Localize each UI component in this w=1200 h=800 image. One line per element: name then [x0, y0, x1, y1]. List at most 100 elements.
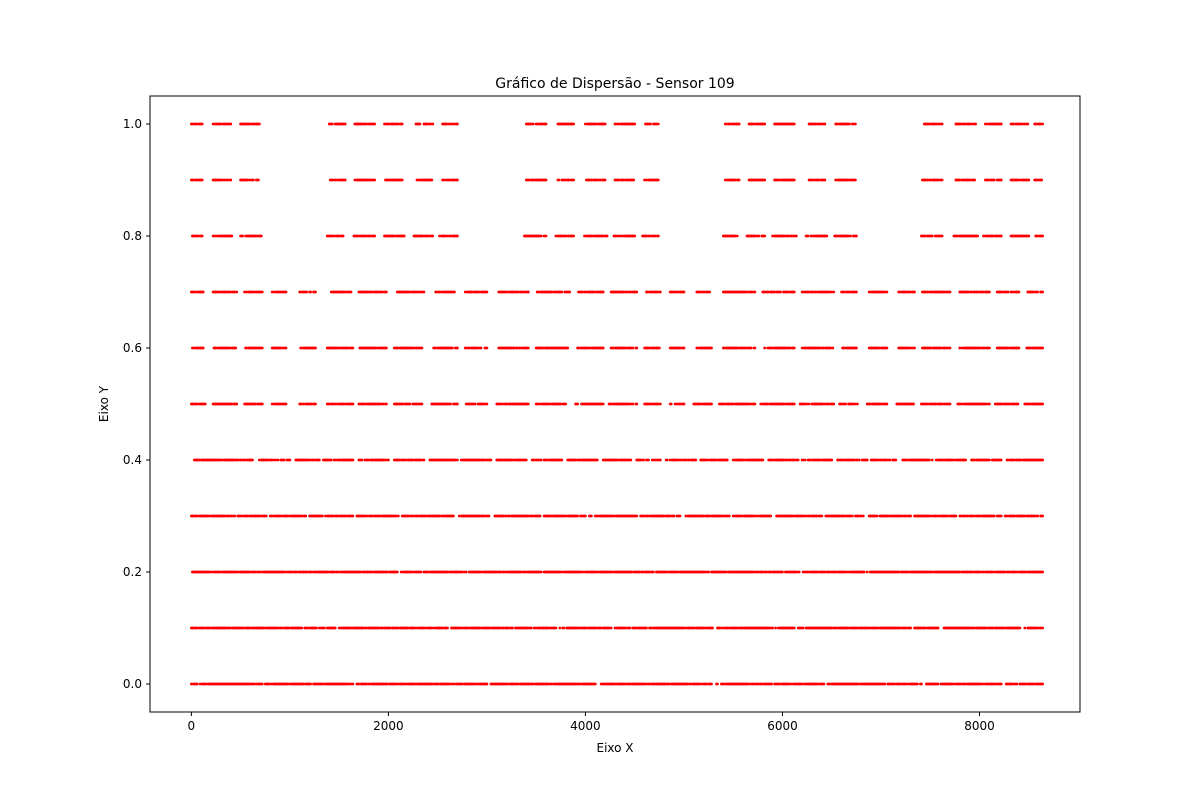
- data-point: [656, 234, 660, 238]
- data-point: [601, 346, 605, 350]
- data-point: [999, 178, 1003, 182]
- data-point: [1036, 234, 1039, 238]
- data-point: [753, 402, 757, 406]
- data-point: [385, 402, 388, 406]
- data-point: [194, 122, 198, 126]
- data-point: [1041, 234, 1044, 238]
- data-point: [832, 290, 836, 294]
- data-point: [572, 122, 575, 126]
- data-point: [631, 402, 635, 406]
- data-point: [948, 402, 952, 406]
- data-point: [305, 290, 308, 294]
- data-point: [830, 458, 834, 462]
- data-point: [733, 178, 737, 182]
- data-point: [259, 234, 263, 238]
- data-point: [456, 178, 459, 182]
- data-point: [203, 402, 207, 406]
- data-point: [823, 122, 827, 126]
- data-point: [999, 122, 1003, 126]
- data-point: [252, 178, 255, 182]
- data-point: [725, 458, 729, 462]
- data-point: [988, 346, 991, 350]
- data-point: [335, 178, 339, 182]
- data-point: [823, 178, 827, 182]
- series-level: [190, 402, 1044, 406]
- data-point: [442, 178, 445, 182]
- data-point: [402, 234, 406, 238]
- data-point: [479, 346, 483, 350]
- data-point: [230, 234, 234, 238]
- data-point: [431, 234, 435, 238]
- data-point: [992, 178, 996, 182]
- data-point: [672, 514, 676, 518]
- data-point: [925, 178, 929, 182]
- data-point: [603, 178, 607, 182]
- data-point: [707, 570, 710, 574]
- data-point: [299, 290, 303, 294]
- data-point: [252, 290, 255, 294]
- data-point: [280, 346, 284, 350]
- data-point: [584, 514, 587, 518]
- data-points: [190, 122, 1044, 686]
- data-point: [314, 290, 317, 294]
- data-point: [395, 570, 399, 574]
- data-point: [992, 514, 996, 518]
- data-point: [925, 290, 929, 294]
- data-point: [477, 290, 481, 294]
- data-point: [381, 290, 384, 294]
- data-point: [489, 458, 493, 462]
- data-point: [284, 346, 288, 350]
- data-point: [456, 122, 459, 126]
- data-point: [430, 178, 434, 182]
- data-point: [564, 402, 568, 406]
- data-point: [963, 122, 967, 126]
- data-point: [883, 290, 887, 294]
- data-point: [343, 178, 347, 182]
- data-point: [954, 514, 958, 518]
- data-point: [201, 290, 205, 294]
- data-point: [385, 290, 388, 294]
- data-point: [635, 290, 639, 294]
- data-point: [214, 346, 218, 350]
- data-point: [753, 290, 757, 294]
- data-point: [724, 122, 728, 126]
- data-point: [485, 290, 489, 294]
- data-point: [792, 178, 796, 182]
- data-point: [617, 178, 621, 182]
- data-point: [422, 458, 426, 462]
- data-point: [400, 122, 404, 126]
- data-point: [257, 178, 260, 182]
- data-point: [792, 346, 796, 350]
- data-point: [948, 290, 952, 294]
- data-point: [241, 234, 245, 238]
- data-point: [617, 234, 621, 238]
- data-point: [309, 290, 312, 294]
- data-point: [526, 346, 530, 350]
- data-point: [365, 122, 369, 126]
- data-point: [550, 290, 554, 294]
- data-point: [723, 178, 727, 182]
- data-point: [427, 234, 431, 238]
- data-point: [343, 122, 347, 126]
- data-point: [665, 458, 669, 462]
- data-point: [1041, 290, 1044, 294]
- data-point: [1006, 290, 1010, 294]
- data-point: [234, 346, 238, 350]
- data-point: [568, 290, 572, 294]
- data-point: [820, 514, 824, 518]
- data-point: [590, 234, 594, 238]
- data-point: [787, 290, 790, 294]
- data-point: [603, 122, 607, 126]
- data-point: [212, 234, 216, 238]
- data-point: [544, 178, 548, 182]
- data-point: [635, 514, 639, 518]
- data-point: [1040, 178, 1043, 182]
- data-point: [581, 290, 584, 294]
- data-point: [373, 122, 376, 126]
- data-point: [438, 234, 441, 238]
- data-point: [682, 346, 686, 350]
- data-point: [226, 178, 230, 182]
- data-point: [505, 290, 508, 294]
- data-point: [422, 290, 426, 294]
- data-point: [854, 178, 857, 182]
